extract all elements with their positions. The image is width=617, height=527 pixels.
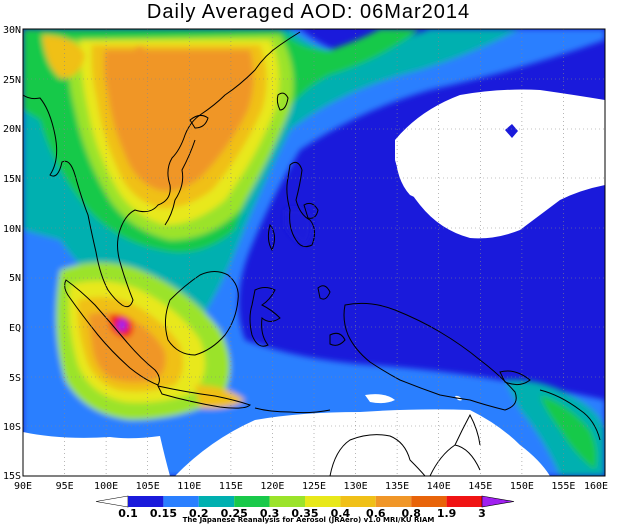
lat-label: 20N [3,124,21,135]
aod-field [23,29,605,476]
lon-label: 120E [260,481,284,492]
lon-label: 100E [94,481,118,492]
lat-label: 5N [9,273,21,284]
lon-label: 155E [551,481,575,492]
graticule [23,29,605,476]
lon-label: 105E [136,481,160,492]
colorbar-bin [234,496,270,507]
colorbar-tick-label: 0.1 [118,507,138,520]
colorbar-bin [269,496,305,507]
map-title: Daily Averaged AOD: 06Mar2014 [146,1,471,23]
colorbar-bin [305,496,341,507]
lon-label: 95E [56,481,74,492]
colorbar: 0.1 0.15 0.2 0.25 0.3 0.35 0.4 0.6 0.8 1.9 3 [95,495,515,520]
lon-label: 115E [219,481,243,492]
lat-label: EQ [9,323,21,334]
lat-label: 15S [3,471,21,482]
colorbar-bin [375,496,412,507]
lon-label: 145E [468,481,492,492]
lon-label: 140E [427,481,451,492]
lon-label: 135E [385,481,409,492]
colorbar-bin [411,496,447,507]
lat-label: 30N [3,25,21,36]
colorbar-tick-label: 3 [478,507,486,520]
colorbar-tick-label: 0.35 [291,507,318,520]
colorbar-tick-label: 1.9 [437,507,457,520]
lon-label: 125E [302,481,326,492]
colorbar-bin [128,496,164,507]
lon-label: 130E [344,481,368,492]
lat-label: 10S [3,422,21,433]
credit-line: The Japanese Reanalysis for Aerosol (JRA… [182,516,435,524]
lat-label: 5S [9,373,21,384]
colorbar-bin [163,496,199,507]
colorbar-bin [446,496,482,507]
colorbar-tick-label: 0.2 [189,507,209,520]
colorbar-tick-label: 0.25 [221,507,248,520]
colorbar-tick-label: 0.8 [401,507,421,520]
colorbar-tick-label: 0.15 [150,507,177,520]
lat-label: 15N [3,174,21,185]
plot-frame [22,28,606,477]
colorbar-tick-label: 0.6 [366,507,386,520]
lat-label: 25N [3,75,21,86]
low-aod-white-regions [23,89,605,476]
longitude-axis: 90E 95E 100E 105E 110E 115E 120E 125E 13… [14,481,608,492]
colorbar-tick-label: 0.3 [260,507,280,520]
colorbar-bin [198,496,235,507]
lon-label: 150E [510,481,534,492]
lon-label: 110E [177,481,201,492]
coastlines [23,31,601,476]
lon-label: 90E [14,481,32,492]
colorbar-high-arrow [481,495,515,508]
lon-label: 160E [584,481,608,492]
colorbar-bin [340,496,376,507]
lat-label: 10N [3,224,21,235]
colorbar-tick-label: 0.4 [331,507,351,520]
colorbar-low-arrow [95,495,129,508]
latitude-axis: 30N 25N 20N 15N 10N 5N EQ 5S 10S 15S [3,25,21,482]
